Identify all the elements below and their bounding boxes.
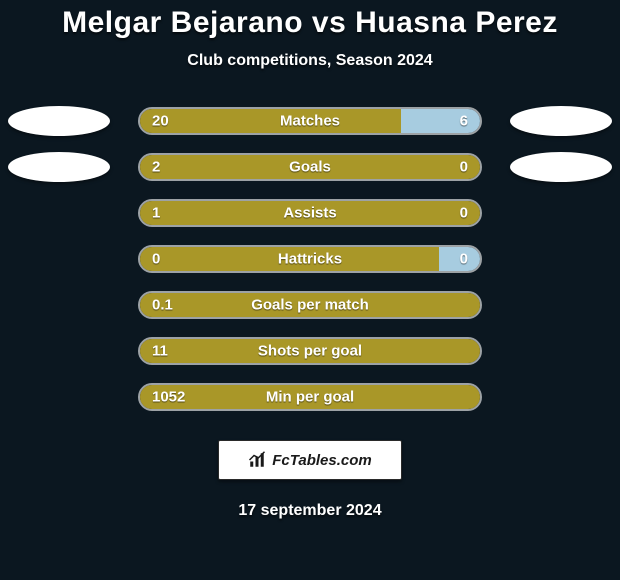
stat-value-a: 1 bbox=[152, 205, 160, 222]
stat-bar-player-a bbox=[140, 155, 482, 179]
stat-bar: 1052Min per goal bbox=[138, 383, 482, 411]
subtitle: Club competitions, Season 2024 bbox=[0, 52, 620, 70]
stat-bar: 00Hattricks bbox=[138, 245, 482, 273]
stat-bar: 10Assists bbox=[138, 199, 482, 227]
stat-bar-player-a bbox=[140, 109, 405, 133]
stat-bar-player-a bbox=[140, 385, 482, 409]
stat-value-a: 0 bbox=[152, 251, 160, 268]
stat-row: 206Matches bbox=[0, 98, 620, 144]
stat-value-a: 11 bbox=[152, 343, 168, 360]
player-a-name: Melgar Bejarano bbox=[62, 6, 303, 39]
stats-container: 206Matches20Goals10Assists00Hattricks0.1… bbox=[0, 98, 620, 420]
player-a-logo-placeholder bbox=[8, 106, 110, 136]
bar-chart-icon bbox=[248, 451, 266, 469]
stat-row: 1052Min per goal bbox=[0, 374, 620, 420]
branding-text: FcTables.com bbox=[272, 452, 371, 469]
stat-row: 11Shots per goal bbox=[0, 328, 620, 374]
stat-bar-player-a bbox=[140, 201, 482, 225]
stat-value-a: 1052 bbox=[152, 389, 185, 406]
stat-value-b: 0 bbox=[460, 205, 468, 222]
stat-value-b: 0 bbox=[460, 251, 468, 268]
stat-row: 20Goals bbox=[0, 144, 620, 190]
stat-value-b: 0 bbox=[460, 159, 468, 176]
stat-bar: 206Matches bbox=[138, 107, 482, 135]
stat-bar-player-a bbox=[140, 247, 443, 271]
stat-value-a: 2 bbox=[152, 159, 160, 176]
player-b-logo-placeholder bbox=[510, 152, 612, 182]
stat-bar-player-a bbox=[140, 293, 482, 317]
stat-bar: 0.1Goals per match bbox=[138, 291, 482, 319]
stat-bar: 11Shots per goal bbox=[138, 337, 482, 365]
stat-bar-player-b bbox=[401, 109, 480, 133]
player-b-logo-placeholder bbox=[510, 106, 612, 136]
stat-row: 0.1Goals per match bbox=[0, 282, 620, 328]
stat-bar-player-a bbox=[140, 339, 482, 363]
date-label: 17 september 2024 bbox=[0, 502, 620, 520]
stat-bar: 20Goals bbox=[138, 153, 482, 181]
player-a-logo-placeholder bbox=[8, 152, 110, 182]
stat-value-a: 0.1 bbox=[152, 297, 173, 314]
title-separator: vs bbox=[312, 6, 346, 39]
stat-row: 00Hattricks bbox=[0, 236, 620, 282]
comparison-card: Melgar Bejarano vs Huasna Perez Club com… bbox=[0, 0, 620, 580]
player-b-name: Huasna Perez bbox=[355, 6, 558, 39]
stat-row: 10Assists bbox=[0, 190, 620, 236]
branding-badge[interactable]: FcTables.com bbox=[218, 440, 402, 480]
stat-value-b: 6 bbox=[460, 113, 468, 130]
page-title: Melgar Bejarano vs Huasna Perez bbox=[0, 0, 620, 40]
stat-value-a: 20 bbox=[152, 113, 169, 130]
